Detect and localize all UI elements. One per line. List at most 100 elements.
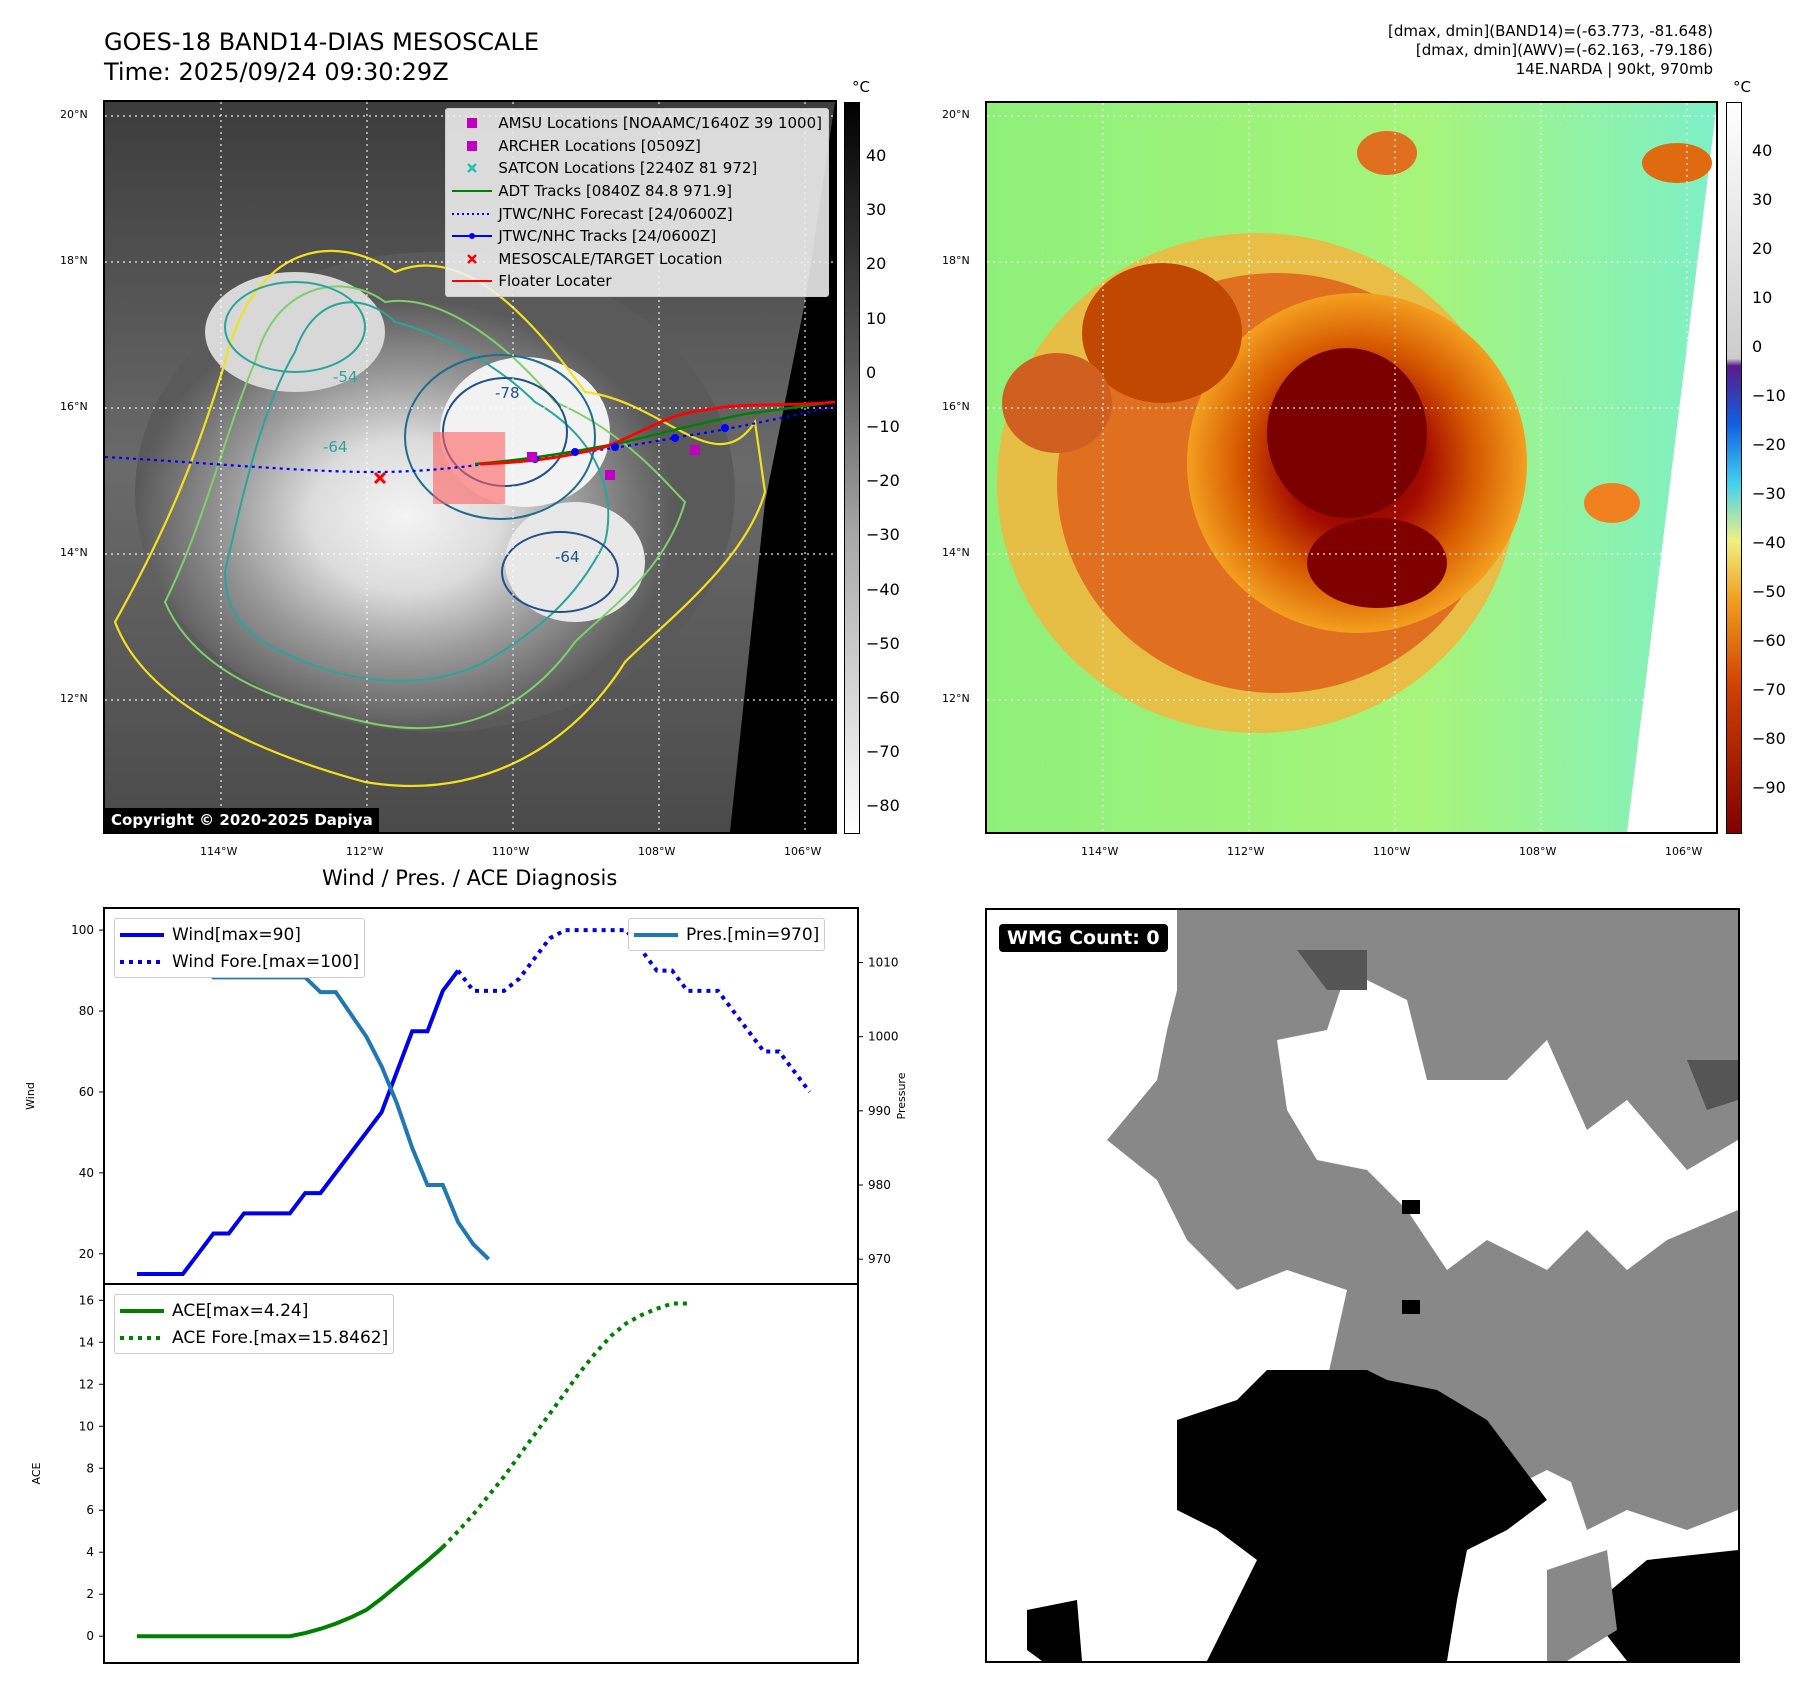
ir-lat-label: 18°N [60,254,88,267]
awv-colorbar-tick: −30 [1752,484,1786,503]
ir-colorbar-tick: −30 [866,525,900,545]
wind-fore-legend-swatch [120,957,164,967]
diagnosis-chart: 20406080100Wind97098099010001010Pressure… [24,907,908,1664]
svg-text:-54: -54 [333,368,358,386]
ace-ytick-label: 8 [86,1461,94,1475]
map-legend-entry: ADT Tracks [0840Z 84.8 971.9] [452,180,822,203]
awv-colorbar-tick: 10 [1752,288,1773,307]
pres-ylabel: Pressure [895,1072,908,1119]
ir-map-panel: -54 -78 -64 -64 AMSU Locations [NOAAMC/1… [103,100,837,834]
awv-colorbar-tick: −50 [1752,582,1786,601]
awv-colorbar-tick: 40 [1752,141,1773,160]
wind-fore-legend-label: Wind Fore.[max=100] [172,951,360,972]
awv-lat-label: 16°N [942,400,970,413]
awv-lat-label: 14°N [942,546,970,559]
awv-colorbar-tick: −60 [1752,631,1786,650]
legend-symbol-icon [452,138,492,154]
awv-lon-label: 114°W [1081,845,1119,858]
ir-lon-label: 110°W [492,845,530,858]
ace-ytick-label: 4 [86,1545,94,1559]
wind-ytick-label: 20 [79,1247,94,1261]
ace-fore-legend-label: ACE Fore.[max=15.8462] [172,1327,389,1348]
ace-forecast-line [441,1301,688,1549]
map-legend-entry: MESOSCALE/TARGET Location [452,248,822,271]
band14-stats: [dmax, dmin](BAND14)=(-63.773, -81.648) [1388,22,1713,40]
ace-series-line [137,1545,445,1639]
ir-colorbar-tick: −80 [866,796,900,816]
pres-legend-swatch [634,930,678,940]
svg-text:-78: -78 [495,384,520,402]
ace-ytick-label: 14 [79,1335,94,1349]
awv-colorbar-tick: −10 [1752,386,1786,405]
awv-lon-label: 112°W [1227,845,1265,858]
awv-lat-label: 18°N [942,254,970,267]
map-legend: AMSU Locations [NOAAMC/1640Z 39 1000] ARC… [445,108,829,297]
page-timestamp: Time: 2025/09/24 09:30:29Z [104,58,449,86]
awv-colorbar-tick: 0 [1752,337,1763,356]
ace-ytick-label: 6 [86,1503,94,1517]
ir-lat-label: 14°N [60,546,88,559]
legend-symbol-icon [452,160,492,176]
ace-legend-label: ACE[max=4.24] [172,1300,309,1321]
ir-lat-label: 16°N [60,400,88,413]
ir-colorbar-tick: 40 [866,146,887,165]
map-legend-label: JTWC/NHC Forecast [24/0600Z] [498,204,733,223]
ir-colorbar-tick: 20 [866,254,887,274]
awv-lon-label: 106°W [1665,845,1703,858]
ir-colorbar [844,102,860,834]
wind-legend: Wind[max=90] Wind Fore.[max=100] [114,918,366,978]
wind-ytick-label: 60 [79,1085,94,1099]
wmg-image [987,910,1738,1661]
map-legend-label: ARCHER Locations [0509Z] [498,136,701,155]
wind-fore-legend-entry: Wind Fore.[max=100] [120,948,359,975]
svg-text:-64: -64 [323,438,348,456]
map-legend-label: SATCON Locations [2240Z 81 972] [498,159,758,178]
ir-colorbar-tick: −40 [866,579,900,599]
wind-legend-entry: Wind[max=90] [120,921,359,948]
ace-fore-legend-entry: ACE Fore.[max=15.8462] [120,1324,388,1351]
pres-ytick-label: 1000 [868,1030,899,1044]
wind-ylabel: Wind [24,1082,37,1110]
awv-lon-label: 108°W [1519,845,1557,858]
legend-symbol-icon [452,206,493,222]
ace-legend-entry: ACE[max=4.24] [120,1297,388,1324]
stats-readout: [dmax, dmin](BAND14)=(-63.773, -81.648) … [1388,22,1713,79]
pres-ytick-label: 970 [868,1252,891,1266]
ir-colorbar-tick: 0 [866,362,877,382]
wind-ytick-label: 40 [79,1166,94,1180]
map-legend-entry: SATCON Locations [2240Z 81 972] [452,157,822,180]
pres-legend: Pres.[min=970] [628,918,826,951]
awv-map-image [987,103,1716,832]
wind-ytick-label: 80 [79,1004,94,1018]
ace-ytick-label: 2 [86,1587,94,1601]
wind-legend-label: Wind[max=90] [172,924,301,945]
map-legend-label: JTWC/NHC Tracks [24/0600Z] [498,227,717,246]
ir-lon-label: 112°W [346,845,384,858]
ace-ylabel: ACE [30,1462,43,1484]
map-legend-label: AMSU Locations [NOAAMC/1640Z 39 1000] [498,114,822,133]
awv-colorbar-unit: °C [1733,78,1751,96]
legend-symbol-icon [452,228,493,244]
legend-symbol-icon [452,115,492,131]
pres-legend-label: Pres.[min=970] [686,924,820,945]
legend-symbol-icon [452,183,493,199]
ace-fore-legend-swatch [120,1333,164,1343]
pres-ytick-label: 1010 [868,956,899,970]
storm-info: 14E.NARDA | 90kt, 970mb [1515,60,1713,78]
pres-legend-entry: Pres.[min=970] [634,921,819,948]
ace-ytick-label: 16 [79,1293,94,1307]
awv-colorbar [1726,102,1742,834]
ir-colorbar-tick: 30 [866,200,887,220]
awv-colorbar-tick: −70 [1752,680,1786,699]
wmg-panel: WMG Count: 0 [985,908,1740,1663]
awv-colorbar-tick: −20 [1752,435,1786,454]
svg-text:-64: -64 [555,548,580,566]
map-legend-entry: JTWC/NHC Forecast [24/0600Z] [452,202,822,225]
awv-colorbar-tick: −90 [1752,778,1786,797]
ace-ytick-label: 12 [79,1377,94,1391]
map-legend-entry: ARCHER Locations [0509Z] [452,135,822,158]
ir-colorbar-tick: 10 [866,308,887,328]
ir-lat-label: 20°N [60,108,88,121]
copyright-label: Copyright © 2020-2025 Dapiya [105,808,379,832]
diagnosis-frame [103,907,859,1664]
